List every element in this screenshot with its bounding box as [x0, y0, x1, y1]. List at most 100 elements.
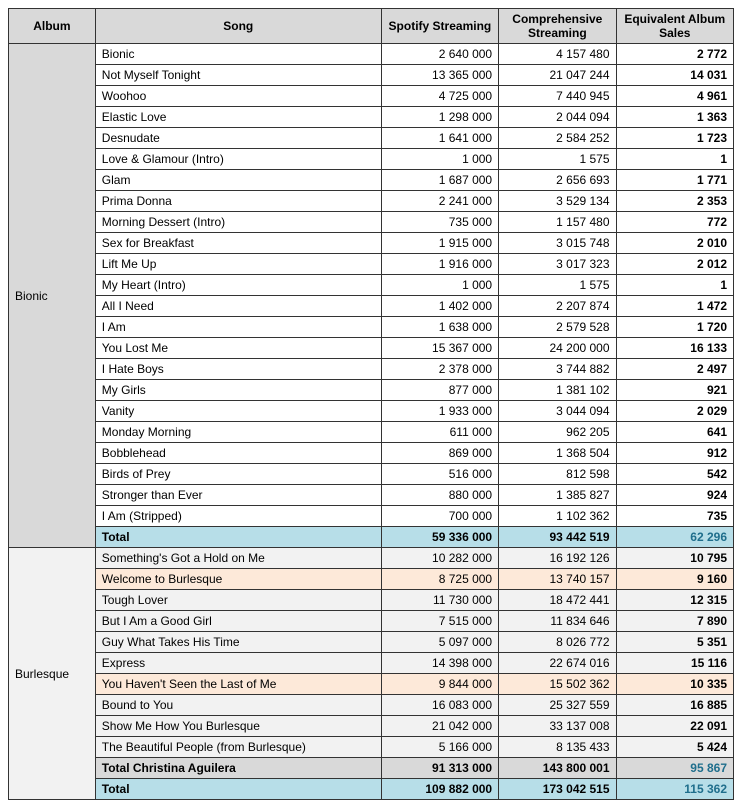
table-row: Elastic Love1 298 0002 044 0941 363: [9, 107, 734, 128]
eas-cell: 542: [616, 464, 733, 485]
song-cell: Bionic: [95, 44, 381, 65]
comprehensive-cell: 93 442 519: [499, 527, 616, 548]
table-row: Welcome to Burlesque8 725 00013 740 1579…: [9, 569, 734, 590]
spotify-cell: 735 000: [381, 212, 498, 233]
spotify-cell: 1 933 000: [381, 401, 498, 422]
comprehensive-cell: 33 137 008: [499, 716, 616, 737]
eas-cell: 7 890: [616, 611, 733, 632]
song-cell: The Beautiful People (from Burlesque): [95, 737, 381, 758]
comprehensive-cell: 25 327 559: [499, 695, 616, 716]
comprehensive-cell: 173 042 515: [499, 779, 616, 800]
table-row: Stronger than Ever880 0001 385 827924: [9, 485, 734, 506]
table-row: Glam1 687 0002 656 6931 771: [9, 170, 734, 191]
song-cell: Total: [95, 779, 381, 800]
comprehensive-cell: 24 200 000: [499, 338, 616, 359]
comprehensive-cell: 8 135 433: [499, 737, 616, 758]
song-cell: But I Am a Good Girl: [95, 611, 381, 632]
album-cell: Bionic: [9, 44, 96, 548]
eas-cell: 22 091: [616, 716, 733, 737]
table-row: Lift Me Up1 916 0003 017 3232 012: [9, 254, 734, 275]
table-row: Vanity1 933 0003 044 0942 029: [9, 401, 734, 422]
comprehensive-cell: 1 381 102: [499, 380, 616, 401]
song-cell: Vanity: [95, 401, 381, 422]
eas-cell: 10 795: [616, 548, 733, 569]
comprehensive-cell: 15 502 362: [499, 674, 616, 695]
spotify-cell: 16 083 000: [381, 695, 498, 716]
spotify-cell: 14 398 000: [381, 653, 498, 674]
table-row: All I Need1 402 0002 207 8741 472: [9, 296, 734, 317]
eas-cell: 2 012: [616, 254, 733, 275]
table-row: Birds of Prey516 000812 598542: [9, 464, 734, 485]
song-cell: Glam: [95, 170, 381, 191]
spotify-cell: 2 640 000: [381, 44, 498, 65]
spotify-cell: 700 000: [381, 506, 498, 527]
comprehensive-cell: 3 744 882: [499, 359, 616, 380]
table-row: Total109 882 000173 042 515115 362: [9, 779, 734, 800]
comprehensive-cell: 2 207 874: [499, 296, 616, 317]
eas-cell: 62 296: [616, 527, 733, 548]
table-row: I Hate Boys2 378 0003 744 8822 497: [9, 359, 734, 380]
table-row: Morning Dessert (Intro)735 0001 157 4807…: [9, 212, 734, 233]
comprehensive-cell: 22 674 016: [499, 653, 616, 674]
table-row: Not Myself Tonight13 365 00021 047 24414…: [9, 65, 734, 86]
spotify-cell: 15 367 000: [381, 338, 498, 359]
eas-cell: 1 363: [616, 107, 733, 128]
comprehensive-cell: 2 044 094: [499, 107, 616, 128]
song-cell: You Haven't Seen the Last of Me: [95, 674, 381, 695]
spotify-cell: 516 000: [381, 464, 498, 485]
table-row: Bobblehead869 0001 368 504912: [9, 443, 734, 464]
song-cell: Bobblehead: [95, 443, 381, 464]
comprehensive-cell: 3 015 748: [499, 233, 616, 254]
table-row: Guy What Takes His Time5 097 0008 026 77…: [9, 632, 734, 653]
song-cell: Morning Dessert (Intro): [95, 212, 381, 233]
eas-cell: 2 010: [616, 233, 733, 254]
spotify-cell: 13 365 000: [381, 65, 498, 86]
song-cell: Woohoo: [95, 86, 381, 107]
comprehensive-cell: 11 834 646: [499, 611, 616, 632]
eas-cell: 2 772: [616, 44, 733, 65]
eas-cell: 16 885: [616, 695, 733, 716]
comprehensive-cell: 16 192 126: [499, 548, 616, 569]
eas-cell: 1 771: [616, 170, 733, 191]
spotify-cell: 1 000: [381, 149, 498, 170]
spotify-cell: 2 241 000: [381, 191, 498, 212]
song-cell: Show Me How You Burlesque: [95, 716, 381, 737]
spotify-cell: 21 042 000: [381, 716, 498, 737]
song-cell: My Girls: [95, 380, 381, 401]
eas-cell: 912: [616, 443, 733, 464]
song-cell: I Am (Stripped): [95, 506, 381, 527]
spotify-cell: 4 725 000: [381, 86, 498, 107]
table-row: Tough Lover11 730 00018 472 44112 315: [9, 590, 734, 611]
table-row: Woohoo4 725 0007 440 9454 961: [9, 86, 734, 107]
song-cell: Welcome to Burlesque: [95, 569, 381, 590]
eas-cell: 2 029: [616, 401, 733, 422]
table-row: The Beautiful People (from Burlesque)5 1…: [9, 737, 734, 758]
comprehensive-cell: 3 529 134: [499, 191, 616, 212]
song-cell: I Hate Boys: [95, 359, 381, 380]
spotify-cell: 5 166 000: [381, 737, 498, 758]
spotify-cell: 1 641 000: [381, 128, 498, 149]
spotify-cell: 1 916 000: [381, 254, 498, 275]
comprehensive-cell: 18 472 441: [499, 590, 616, 611]
header-row: Album Song Spotify Streaming Comprehensi…: [9, 9, 734, 44]
eas-cell: 5 424: [616, 737, 733, 758]
table-row: Sex for Breakfast1 915 0003 015 7482 010: [9, 233, 734, 254]
eas-cell: 735: [616, 506, 733, 527]
streaming-sales-table: Album Song Spotify Streaming Comprehensi…: [8, 8, 734, 800]
comprehensive-cell: 1 575: [499, 149, 616, 170]
eas-cell: 1 720: [616, 317, 733, 338]
song-cell: Love & Glamour (Intro): [95, 149, 381, 170]
eas-cell: 9 160: [616, 569, 733, 590]
table-row: I Am (Stripped)700 0001 102 362735: [9, 506, 734, 527]
spotify-cell: 1 638 000: [381, 317, 498, 338]
song-cell: Desnudate: [95, 128, 381, 149]
spotify-cell: 880 000: [381, 485, 498, 506]
eas-cell: 10 335: [616, 674, 733, 695]
comprehensive-cell: 2 584 252: [499, 128, 616, 149]
song-cell: Express: [95, 653, 381, 674]
eas-cell: 5 351: [616, 632, 733, 653]
comprehensive-cell: 2 656 693: [499, 170, 616, 191]
table-row: Show Me How You Burlesque21 042 00033 13…: [9, 716, 734, 737]
table-row: My Heart (Intro)1 0001 5751: [9, 275, 734, 296]
eas-cell: 4 961: [616, 86, 733, 107]
